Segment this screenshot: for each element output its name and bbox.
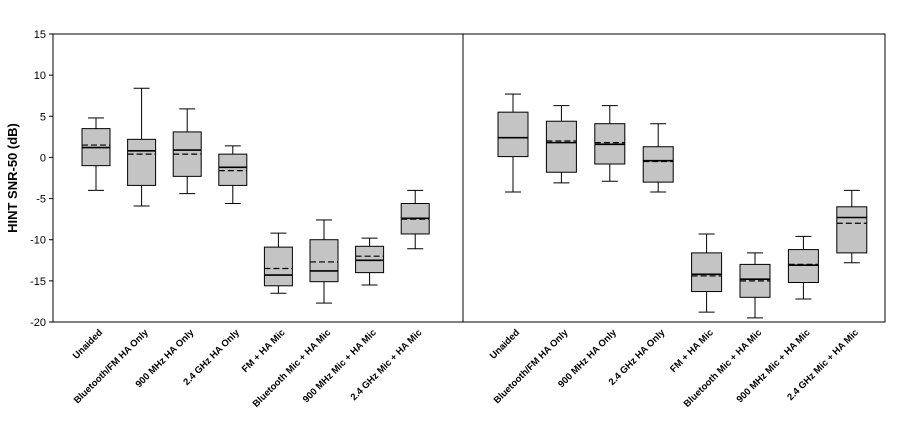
y-axis-label: HINT SNR-50 (dB)	[5, 123, 20, 233]
x-category-label: Bluetooth Mic + HA Mic	[251, 327, 333, 409]
box-4	[642, 123, 674, 193]
box-7	[355, 237, 385, 286]
box-3	[594, 105, 626, 182]
box-2	[127, 87, 157, 207]
iqr-box	[497, 111, 529, 158]
iqr-box	[355, 245, 385, 274]
y-tick-label: 5	[40, 111, 46, 123]
iqr-box	[263, 246, 293, 287]
x-category-label: Unaided	[488, 327, 522, 361]
box-3	[172, 108, 202, 195]
iqr-box	[218, 153, 248, 186]
right-panel-frame	[462, 33, 886, 323]
iqr-box	[127, 138, 157, 186]
box-8	[400, 189, 430, 250]
box-5	[691, 233, 723, 313]
iqr-box	[787, 249, 819, 284]
box-1	[497, 93, 529, 193]
y-tick-label: 10	[34, 70, 46, 82]
box-1	[81, 117, 111, 191]
y-tick-label: -20	[30, 317, 46, 329]
y-tick-label: -5	[36, 194, 46, 206]
y-tick-label: 15	[34, 29, 46, 41]
x-category-label: FM + HA Mic	[240, 327, 288, 375]
iqr-box	[691, 252, 723, 293]
box-6	[309, 219, 339, 304]
iqr-box	[545, 120, 577, 173]
left-panel-frame	[52, 33, 464, 323]
x-category-label: Bluetooth/FM HA Only	[72, 327, 151, 406]
x-category-label: FM + HA Mic	[668, 327, 716, 375]
box-8	[836, 189, 868, 264]
y-tick-label: -10	[30, 235, 46, 247]
iqr-box	[309, 239, 339, 283]
y-tick-label: -15	[30, 276, 46, 288]
box-4	[218, 145, 248, 205]
box-5	[263, 232, 293, 294]
x-category-label: Bluetooth Mic + HA Mic	[682, 327, 764, 409]
box-2	[545, 105, 577, 184]
box-7	[787, 235, 819, 300]
y-tick-label: 0	[40, 152, 46, 164]
iqr-box	[642, 146, 674, 183]
box-6	[739, 252, 771, 319]
x-category-label: Unaided	[71, 327, 105, 361]
iqr-box	[836, 206, 868, 254]
